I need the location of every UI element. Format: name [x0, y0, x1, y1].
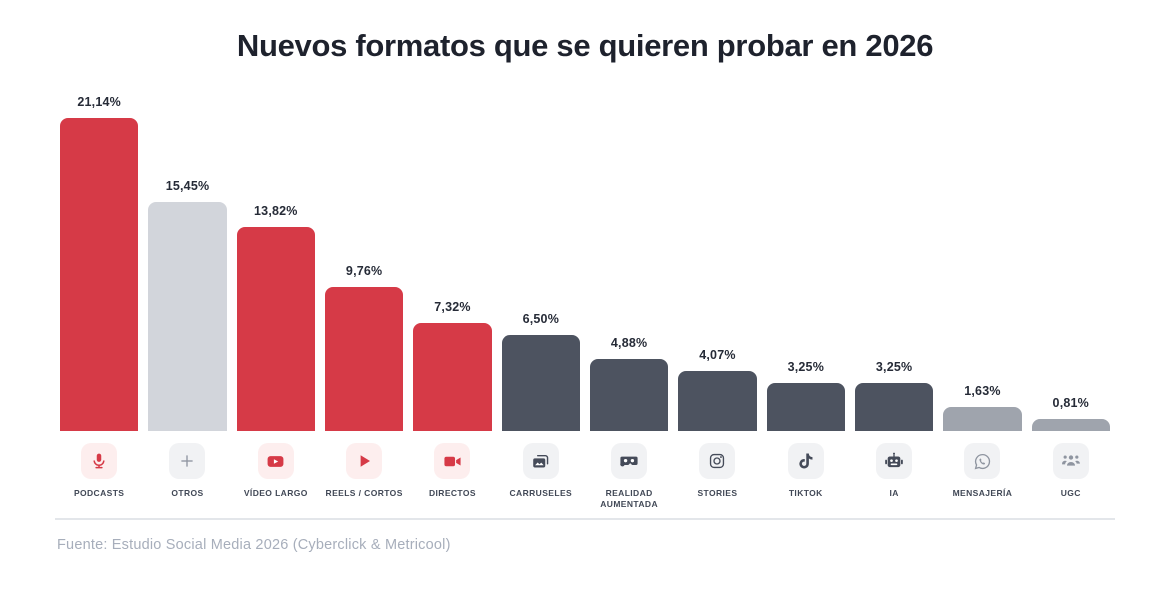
category-label: VÍDEO LARGO [243, 488, 308, 498]
chart-title: Nuevos formatos que se quieren probar en… [236, 28, 934, 63]
bar [678, 370, 757, 431]
category-label: DIRECTOS [428, 488, 476, 498]
bar-area: 4,88% [585, 85, 673, 431]
tiktok-icon [787, 443, 824, 479]
chart-column-tiktok: 3,25% TIKTOK [762, 85, 850, 499]
category-label: IA [889, 488, 899, 498]
bar-value-label: 0,81% [1052, 396, 1089, 410]
bar-value-label: 15,45% [165, 179, 210, 194]
chart-column-stories: 4,07% STORIES [673, 85, 761, 499]
category-label: MENSAJERÍA [952, 488, 1013, 498]
bar-value-label: 3,25% [875, 359, 913, 374]
category-label: UGC [1060, 488, 1081, 498]
chart-column-ugc: 0,81% UGC [1027, 85, 1115, 499]
chart-column-reels-cortos: 9,76% REELS / CORTOS [320, 85, 408, 499]
chart-column-otros: 15,45% OTROS [143, 85, 231, 499]
bar [589, 358, 669, 431]
robot-icon [876, 443, 913, 479]
bar-value-label: 3,25% [787, 359, 825, 374]
divider [55, 518, 1115, 520]
chart-column-carruseles: 6,50% CARRUSELES [497, 85, 585, 499]
bar-value-label: 13,82% [254, 203, 298, 218]
bar-value-label: 4,07% [699, 347, 736, 362]
bar-area: 4,07% [673, 85, 761, 431]
bar [943, 406, 1022, 431]
bar-value-label: 6,50% [522, 311, 560, 326]
bar [854, 382, 934, 431]
bar-area: 3,25% [762, 85, 850, 431]
bar-area: 15,45% [143, 85, 231, 431]
microphone-icon [81, 443, 118, 479]
plus-icon [169, 443, 206, 479]
bar [501, 334, 580, 431]
bar-area: 6,50% [497, 85, 585, 431]
category-label: STORIES [697, 488, 738, 498]
category-label: REELS / CORTOS [325, 488, 403, 498]
bar-value-label: 7,32% [434, 299, 471, 314]
bar-value-label: 1,63% [964, 383, 1001, 398]
chart-column-ia: 3,25% IA [850, 85, 938, 499]
whatsapp-icon [964, 443, 1001, 479]
bar-area: 21,14% [55, 85, 143, 431]
bar-area: 9,76% [320, 85, 408, 431]
chart-column-mensajeria: 1,63% MENSAJERÍA [938, 85, 1026, 499]
category-label: CARRUSELES [509, 488, 573, 498]
bar-value-label: 4,88% [610, 335, 648, 350]
bar-area: 13,82% [232, 85, 320, 431]
category-label: OTROS [171, 488, 204, 498]
source-note: Fuente: Estudio Social Media 2026 (Cyber… [57, 537, 451, 553]
chart-column-video-largo: 13,82% VÍDEO LARGO [232, 85, 320, 499]
bar [60, 118, 139, 431]
bar [413, 322, 492, 431]
youtube-icon [257, 443, 294, 479]
bar [766, 382, 845, 431]
bar-chart: 21,14% PODCASTS 15,45% OTROS 13,82% VÍDEO LAR… [55, 85, 1115, 511]
carousel-icon [522, 443, 559, 479]
video-camera-icon [434, 443, 471, 479]
category-label: REALIDAD AUMENTADA [600, 488, 658, 510]
instagram-icon [699, 443, 736, 479]
bar-area: 1,63% [938, 85, 1026, 431]
bar [236, 226, 315, 431]
bar-value-label: 21,14% [77, 95, 121, 110]
chart-column-directos: 7,32% DIRECTOS [408, 85, 496, 499]
people-icon [1052, 443, 1089, 479]
chart-column-podcasts: 21,14% PODCASTS [55, 85, 143, 499]
bar-area: 0,81% [1027, 85, 1115, 431]
category-label: PODCASTS [73, 488, 125, 498]
bar-value-label: 9,76% [345, 263, 383, 278]
bar-area: 7,32% [408, 85, 496, 431]
chart-column-realidad-aumentada: 4,88% REALIDAD AUMENTADA [585, 85, 673, 511]
bar-area: 3,25% [850, 85, 938, 431]
bar [148, 202, 227, 431]
bar [324, 286, 404, 431]
play-icon [346, 443, 383, 479]
bar [1031, 419, 1110, 431]
category-label: TIKTOK [788, 488, 823, 498]
vr-goggles-icon [611, 443, 648, 479]
